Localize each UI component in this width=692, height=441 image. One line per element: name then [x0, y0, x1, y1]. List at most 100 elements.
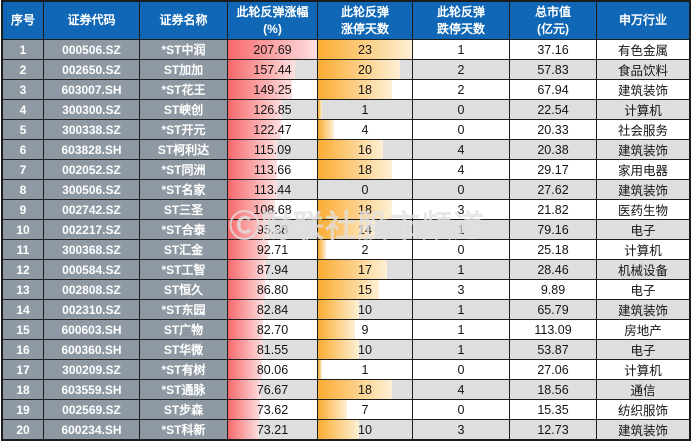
- cell-rebound-gain: 108.68: [228, 200, 317, 219]
- cell-index: 7: [3, 160, 43, 179]
- cell-limit-down-days: 0: [413, 120, 509, 139]
- limit-up-value: 17: [358, 262, 372, 277]
- cell-limit-up-days: 4: [318, 120, 412, 139]
- cell-stock-name: *ST名家: [140, 180, 227, 199]
- cell-limit-up-days: 18: [318, 80, 412, 99]
- cell-market-cap: 21.82: [510, 200, 596, 219]
- cell-stock-name: *ST合泰: [140, 220, 227, 239]
- cell-stock-name: *ST开元: [140, 120, 227, 139]
- cell-stock-code: 603007.SH: [44, 80, 139, 99]
- cell-stock-name: ST加加: [140, 60, 227, 79]
- cell-rebound-gain: 113.66: [228, 160, 317, 179]
- gain-data-bar: [228, 160, 277, 179]
- gain-value: 82.84: [256, 302, 289, 317]
- cell-rebound-gain: 87.94: [228, 260, 317, 279]
- cell-stock-code: 603559.SH: [44, 380, 139, 399]
- cell-limit-up-days: 14: [318, 220, 412, 239]
- gain-value: 95.38: [256, 222, 289, 237]
- cell-stock-code: 002310.SZ: [44, 300, 139, 319]
- cell-industry: 建筑装饰: [597, 420, 689, 439]
- cell-limit-up-days: 18: [318, 160, 412, 179]
- cell-stock-code: 300300.SZ: [44, 100, 139, 119]
- cell-stock-code: 300368.SZ: [44, 240, 139, 259]
- gain-value: 108.68: [253, 202, 292, 217]
- cell-stock-name: *ST同洲: [140, 160, 227, 179]
- cell-market-cap: 27.62: [510, 180, 596, 199]
- gain-data-bar: [228, 100, 283, 119]
- limit-up-data-bar: [318, 380, 392, 399]
- cell-stock-code: 002569.SZ: [44, 400, 139, 419]
- gain-value: 87.94: [256, 262, 289, 277]
- cell-index: 3: [3, 80, 43, 99]
- limit-up-value: 10: [358, 342, 372, 357]
- gain-data-bar: [228, 180, 277, 199]
- cell-market-cap: 25.18: [510, 240, 596, 259]
- cell-stock-name: ST三圣: [140, 200, 227, 219]
- column-header-5: 此轮反弹 跌停天数: [413, 2, 509, 39]
- cell-index: 19: [3, 400, 43, 419]
- limit-up-value: 1: [361, 102, 369, 117]
- gain-data-bar: [228, 240, 268, 259]
- cell-rebound-gain: 157.44: [228, 60, 317, 79]
- cell-index: 1: [3, 40, 43, 59]
- gain-value: 81.55: [256, 342, 289, 357]
- limit-up-data-bar: [318, 220, 376, 239]
- cell-industry: 计算机: [597, 360, 689, 379]
- cell-stock-name: ST华微: [140, 340, 227, 359]
- cell-industry: 计算机: [597, 240, 689, 259]
- gain-value: 76.67: [256, 382, 289, 397]
- cell-index: 2: [3, 60, 43, 79]
- limit-up-value: 20: [358, 62, 372, 77]
- cell-stock-code: 300338.SZ: [44, 120, 139, 139]
- cell-index: 12: [3, 260, 43, 279]
- cell-stock-code: 000506.SZ: [44, 40, 139, 59]
- cell-limit-down-days: 4: [413, 160, 509, 179]
- cell-stock-name: *ST中润: [140, 40, 227, 59]
- cell-limit-up-days: 23: [318, 40, 412, 59]
- cell-stock-name: *ST花王: [140, 80, 227, 99]
- cell-market-cap: 57.83: [510, 60, 596, 79]
- cell-limit-down-days: 4: [413, 140, 509, 159]
- cell-rebound-gain: 92.71: [228, 240, 317, 259]
- gain-data-bar: [228, 400, 260, 419]
- limit-up-value: 10: [358, 422, 372, 437]
- cell-limit-up-days: 1: [318, 100, 412, 119]
- column-header-2: 证券名称: [140, 2, 227, 39]
- cell-limit-up-days: 1: [318, 360, 412, 379]
- cell-market-cap: 37.16: [510, 40, 596, 59]
- limit-up-value: 0: [361, 182, 369, 197]
- cell-stock-code: 002742.SZ: [44, 200, 139, 219]
- cell-limit-down-days: 1: [413, 40, 509, 59]
- gain-value: 113.66: [253, 162, 292, 177]
- cell-market-cap: 67.94: [510, 80, 596, 99]
- limit-up-value: 4: [361, 122, 369, 137]
- column-header-0: 序号: [3, 2, 43, 39]
- cell-industry: 建筑装饰: [597, 180, 689, 199]
- cell-market-cap: 28.46: [510, 260, 596, 279]
- cell-limit-down-days: 2: [413, 60, 509, 79]
- cell-limit-down-days: 3: [413, 280, 509, 299]
- gain-value: 149.25: [253, 82, 292, 97]
- cell-index: 8: [3, 180, 43, 199]
- limit-up-data-bar: [318, 100, 323, 119]
- cell-stock-name: *ST有树: [140, 360, 227, 379]
- cell-limit-up-days: 15: [318, 280, 412, 299]
- limit-up-data-bar: [318, 40, 412, 59]
- cell-stock-code: 300209.SZ: [44, 360, 139, 379]
- limit-up-data-bar: [318, 120, 335, 139]
- cell-stock-code: 002217.SZ: [44, 220, 139, 239]
- gain-value: 126.85: [253, 102, 292, 117]
- cell-market-cap: 53.87: [510, 340, 596, 359]
- cell-limit-down-days: 3: [413, 420, 509, 439]
- cell-limit-up-days: 20: [318, 60, 412, 79]
- cell-industry: 建筑装饰: [597, 80, 689, 99]
- limit-up-data-bar: [318, 140, 384, 159]
- cell-market-cap: 20.38: [510, 140, 596, 159]
- cell-market-cap: 113.09: [510, 320, 596, 339]
- cell-stock-name: ST汇金: [140, 240, 227, 259]
- cell-limit-down-days: 0: [413, 180, 509, 199]
- cell-index: 4: [3, 100, 43, 119]
- limit-up-data-bar: [318, 260, 388, 279]
- cell-rebound-gain: 126.85: [228, 100, 317, 119]
